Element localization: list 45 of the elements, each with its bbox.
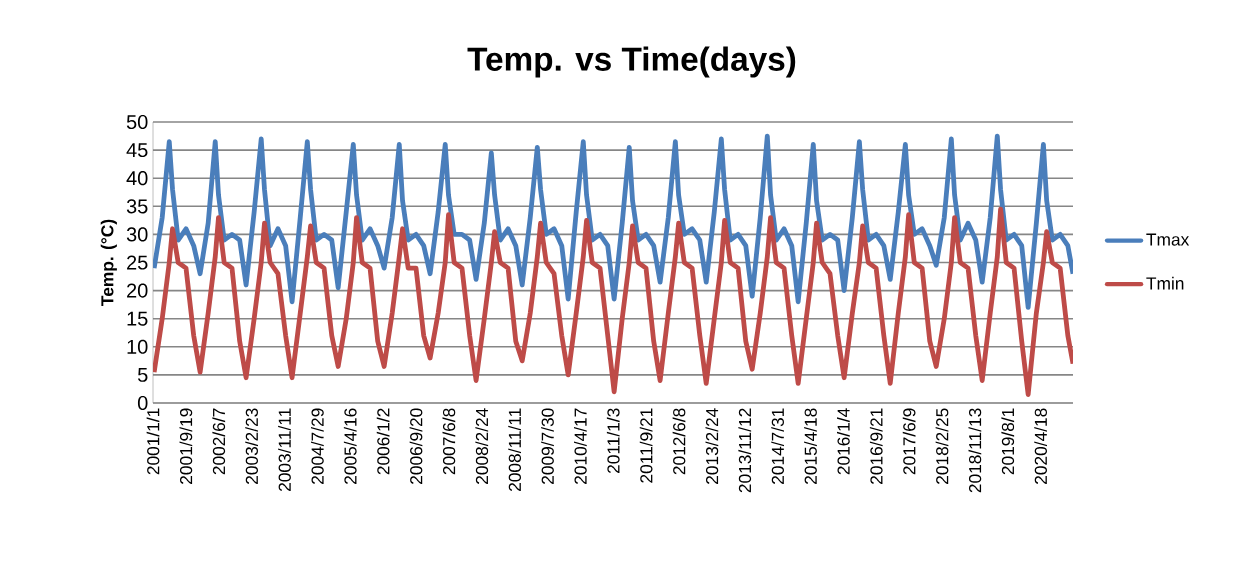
x-tick-label: 2007/6/8 [442, 408, 456, 475]
y-tick-label: 35 [126, 199, 148, 214]
y-tick-label: 5 [137, 367, 148, 382]
legend-label: Tmin [1146, 276, 1184, 290]
y-tick-label: 0 [137, 395, 148, 411]
y-tick-label: 45 [126, 143, 148, 158]
x-tick-label: 2019/8/1 [1001, 408, 1015, 475]
x-tick-label: 2001/9/19 [179, 408, 193, 484]
y-tick-label: 20 [127, 283, 148, 298]
x-tick-label: 2016/9/21 [869, 408, 883, 484]
x-tick-label: 2016/1/4 [837, 408, 850, 475]
x-tick-label: 2008/2/24 [475, 408, 489, 484]
line-series [153, 206, 1073, 397]
y-tick-label: 50 [126, 114, 148, 130]
x-tick-label: 2018/2/25 [935, 408, 949, 484]
x-tick-label: 2008/11/11 [508, 408, 521, 492]
x-tick-label: 2017/6/9 [902, 408, 916, 475]
y-tick-label: 25 [127, 255, 148, 270]
x-tick-label: 2001/1/1 [146, 408, 160, 475]
x-tick-label: 2002/6/7 [212, 408, 226, 475]
y-tick-label: 40 [126, 171, 148, 186]
x-tick-label: 2006/9/20 [409, 408, 423, 484]
x-tick-label: 2013/11/12 [738, 408, 752, 493]
x-tick-label: 2005/4/16 [343, 408, 357, 484]
x-tick-label: 2010/4/17 [574, 408, 587, 484]
y-axis-title: Temp. (°C) [100, 219, 117, 306]
x-tick-label: 2011/1/3 [606, 408, 620, 474]
x-tick-label: 2009/7/30 [541, 408, 554, 484]
legend-label: Tmax [1146, 233, 1190, 246]
x-tick-label: 2004/7/29 [311, 408, 324, 484]
x-tick-label: 2013/2/24 [705, 408, 719, 484]
y-tick-label: 15 [127, 311, 148, 326]
y-tick-label: 10 [127, 339, 148, 354]
x-tick-label: 2003/11/11 [278, 408, 291, 492]
x-tick-label: 2020/4/18 [1034, 408, 1047, 484]
line-series [153, 133, 1073, 310]
x-tick-label: 2003/2/23 [245, 408, 258, 484]
x-tick-label: 2015/4/18 [804, 408, 817, 484]
x-tick-label: 2012/6/8 [672, 408, 686, 475]
x-tick-label: 2006/1/2 [376, 408, 390, 475]
y-tick-label: 30 [126, 227, 148, 242]
x-tick-label: 2014/7/31 [771, 408, 784, 484]
x-tick-label: 2011/9/21 [639, 408, 653, 483]
x-tick-label: 2018/11/13 [968, 408, 982, 493]
chart-title: Temp. vs Time(days) [467, 46, 796, 78]
